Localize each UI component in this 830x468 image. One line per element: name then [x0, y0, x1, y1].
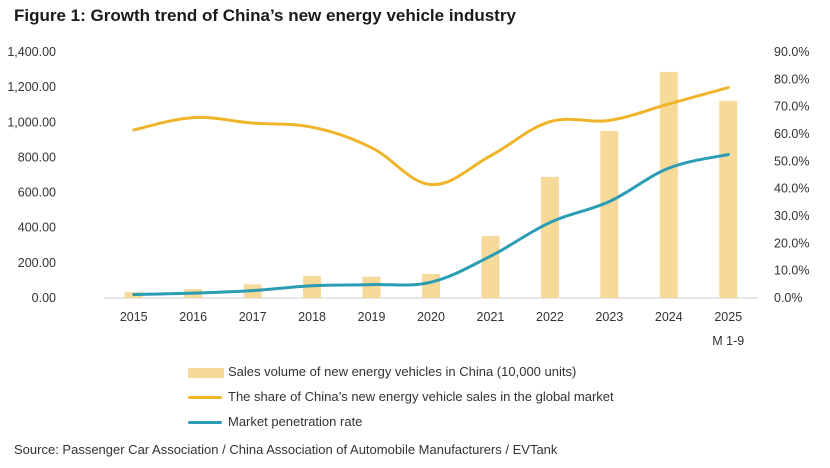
sales-bar: [719, 100, 738, 298]
x-tick-label: 2015: [120, 310, 148, 324]
legend-swatch-sales: [188, 368, 224, 378]
y-right-tick-label: 90.0%: [774, 45, 809, 59]
sales-bar: [362, 276, 381, 298]
x-tick-label: 2022: [536, 310, 564, 324]
x-tick-label: 2017: [239, 310, 267, 324]
y-left-tick-label: 800.00: [18, 150, 56, 164]
x-tick-label: 2023: [595, 310, 623, 324]
chart-plot: 0.00 200.00 400.00 600.00 800.00 1,000.00 1,20…: [7, 45, 809, 348]
y-right-tick-label: 70.0%: [774, 100, 809, 114]
y-left-tick-label: 1,200.00: [7, 80, 56, 94]
y-left-tick-label: 0.00: [32, 291, 56, 305]
x-tick-sublabel: M 1-9: [712, 334, 744, 348]
legend-swatch-penetration: [188, 421, 222, 424]
line-series: [132, 86, 730, 296]
sales-bar: [659, 71, 678, 298]
y-left-tick-label: 200.00: [18, 256, 56, 270]
legend-label-sales: Sales volume of new energy vehicles in C…: [228, 364, 577, 379]
x-tick-label: 2018: [298, 310, 326, 324]
sales-bar: [422, 273, 440, 298]
y-right-tick-label: 60.0%: [774, 127, 809, 141]
y-right-tick-label: 10.0%: [774, 264, 809, 278]
x-tick-label: 2019: [358, 310, 386, 324]
source-note: Source: Passenger Car Association / Chin…: [14, 442, 558, 457]
share-line: [132, 86, 730, 187]
y-right-tick-label: 0.0%: [774, 291, 803, 305]
x-tick-label: 2021: [477, 310, 505, 324]
x-tick-label: 2024: [655, 310, 683, 324]
legend-label-share: The share of China’s new energy vehicle …: [228, 389, 614, 404]
x-tick-label: 2016: [179, 310, 207, 324]
x-tick-label: 2025: [714, 310, 742, 324]
y-left-tick-label: 1,000.00: [7, 115, 56, 129]
tick-labels: 0.00 200.00 400.00 600.00 800.00 1,000.00 1,20…: [7, 45, 809, 348]
y-left-tick-label: 1,400.00: [7, 45, 56, 59]
y-right-tick-label: 30.0%: [774, 209, 809, 223]
penetration-line: [132, 153, 730, 296]
sales-bar: [540, 176, 559, 298]
legend-label-penetration: Market penetration rate: [228, 414, 363, 429]
y-right-tick-label: 40.0%: [774, 182, 809, 196]
x-tick-label: 2020: [417, 310, 445, 324]
y-right-tick-label: 50.0%: [774, 154, 809, 168]
sales-bar: [600, 131, 619, 298]
y-left-tick-label: 400.00: [18, 221, 56, 235]
sales-bar: [481, 236, 500, 298]
chart-title: Figure 1: Growth trend of China’s new en…: [14, 6, 516, 25]
y-right-tick-label: 20.0%: [774, 236, 809, 250]
y-left-tick-label: 600.00: [18, 186, 56, 200]
y-right-tick-label: 80.0%: [774, 72, 809, 86]
legend-swatch-share: [188, 396, 222, 399]
